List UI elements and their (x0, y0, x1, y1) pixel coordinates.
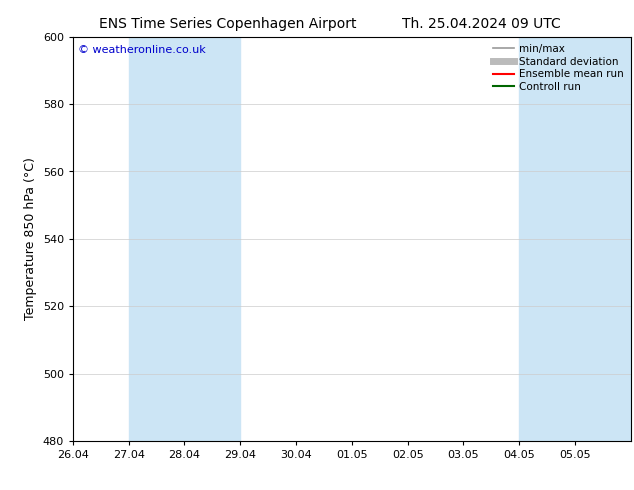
Legend: min/max, Standard deviation, Ensemble mean run, Controll run: min/max, Standard deviation, Ensemble me… (491, 42, 626, 94)
Text: © weatheronline.co.uk: © weatheronline.co.uk (79, 45, 206, 55)
Bar (184, 37, 240, 441)
Bar (575, 37, 631, 441)
Text: Th. 25.04.2024 09 UTC: Th. 25.04.2024 09 UTC (403, 17, 561, 31)
Bar (129, 37, 184, 441)
Text: ENS Time Series Copenhagen Airport: ENS Time Series Copenhagen Airport (100, 17, 357, 31)
Y-axis label: Temperature 850 hPa (°C): Temperature 850 hPa (°C) (24, 157, 37, 320)
Bar (519, 37, 575, 441)
